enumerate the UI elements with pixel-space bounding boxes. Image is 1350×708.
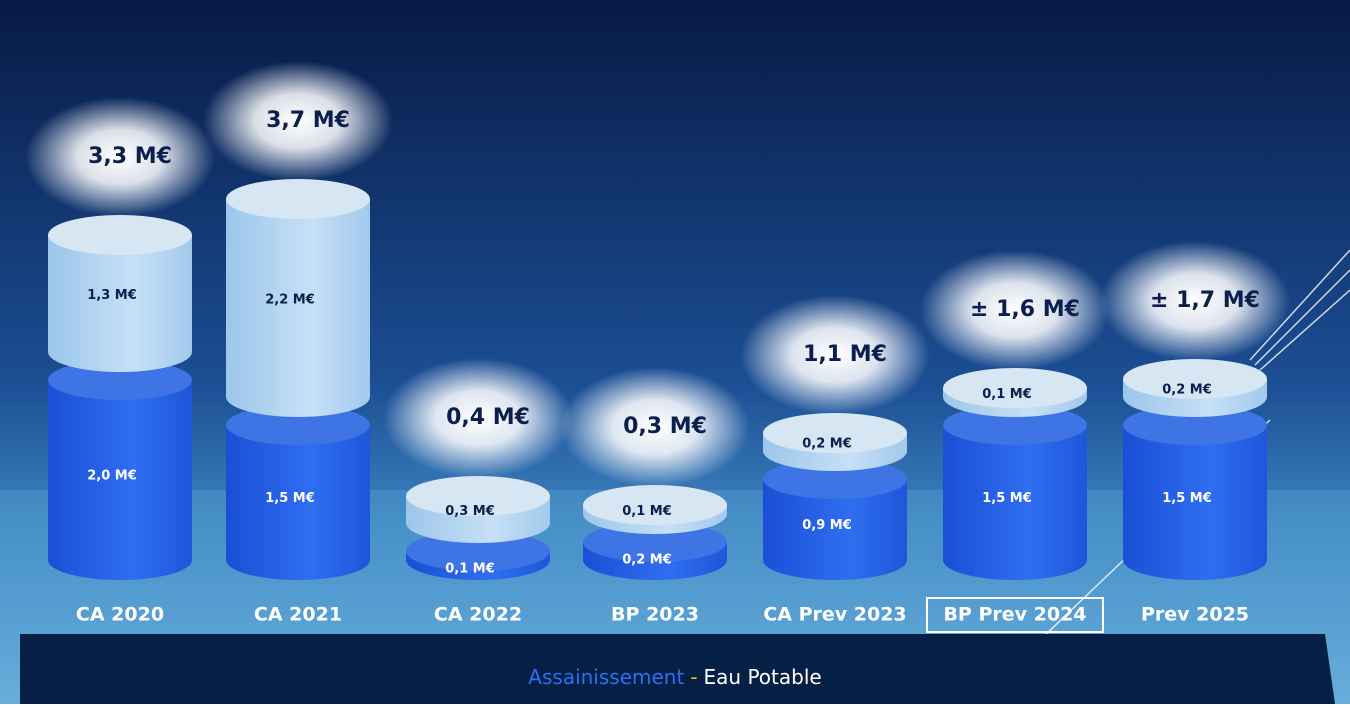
- total-label: 0,4 M€: [446, 405, 530, 430]
- legend-entry: Eau Potable: [704, 665, 822, 689]
- value-label: 0,1 M€: [445, 562, 495, 577]
- category-label: CA 2022: [434, 604, 522, 626]
- value-label: 0,2 M€: [622, 553, 672, 568]
- total-label: 3,3 M€: [88, 144, 172, 169]
- total-label: 0,3 M€: [623, 414, 707, 439]
- category-label: Prev 2025: [1141, 604, 1249, 626]
- category-label: BP Prev 2024: [943, 604, 1086, 626]
- legend-entry: Assainissement: [528, 665, 684, 689]
- total-label: ± 1,6 M€: [970, 297, 1080, 322]
- total-label: ± 1,7 M€: [1150, 288, 1260, 313]
- value-label: 0,9 M€: [802, 518, 852, 533]
- cylinder-segment: [48, 235, 192, 372]
- cylinder-top: [226, 179, 370, 219]
- value-label: 0,1 M€: [982, 387, 1032, 402]
- chart: 2,0 M€ 1,3 M€ 3,3 M€ CA 2020 1,5 M€ 2,2 M€ 3,7…: [0, 0, 1350, 704]
- value-label: 0,3 M€: [445, 504, 495, 519]
- category-label: CA Prev 2023: [763, 604, 906, 626]
- category-label: CA 2020: [76, 604, 164, 626]
- value-label: 2,2 M€: [265, 293, 315, 308]
- category-label: BP 2023: [611, 604, 699, 626]
- total-label: 1,1 M€: [803, 342, 887, 367]
- value-label: 0,2 M€: [1162, 383, 1212, 398]
- value-label: 1,3 M€: [87, 288, 137, 303]
- value-label: 1,5 M€: [982, 491, 1032, 506]
- total-label: 3,7 M€: [266, 108, 350, 133]
- value-label: 0,2 M€: [802, 437, 852, 452]
- value-label: 0,1 M€: [622, 504, 672, 519]
- value-label: 1,5 M€: [265, 491, 315, 506]
- cylinder-segment: [226, 199, 370, 417]
- value-label: 1,5 M€: [1162, 491, 1212, 506]
- category-label: CA 2021: [254, 604, 342, 626]
- legend-separator: -: [690, 665, 697, 689]
- cylinder-top: [48, 215, 192, 255]
- legend: Assainissement-Eau Potable: [528, 665, 821, 689]
- value-label: 2,0 M€: [87, 469, 137, 484]
